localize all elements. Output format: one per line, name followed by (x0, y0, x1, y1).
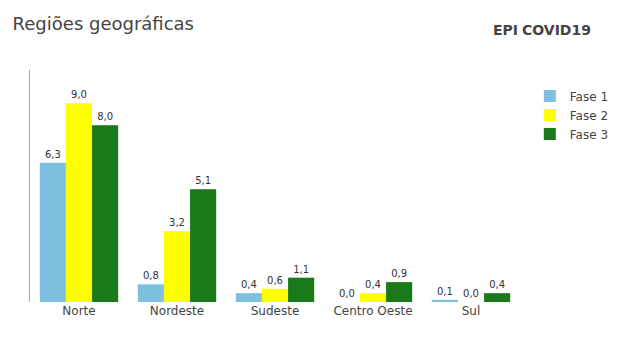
svg-text:0,8: 0,8 (143, 270, 159, 281)
svg-text:0,9: 0,9 (391, 268, 407, 279)
svg-text:COVID19: COVID19 (522, 22, 591, 38)
svg-text:1,1: 1,1 (293, 264, 309, 275)
svg-text:EPI: EPI (493, 22, 518, 38)
svg-text:Fase 3: Fase 3 (570, 128, 608, 142)
svg-text:Fase 2: Fase 2 (570, 109, 608, 123)
svg-text:Sudeste: Sudeste (251, 304, 300, 318)
svg-text:3,2: 3,2 (169, 217, 185, 228)
svg-text:0,0: 0,0 (463, 288, 479, 299)
svg-text:9,0: 9,0 (71, 89, 87, 100)
svg-text:0,0: 0,0 (339, 288, 355, 299)
svg-text:8,0: 8,0 (97, 111, 113, 122)
svg-text:Fase 1: Fase 1 (570, 90, 608, 104)
svg-text:Nordeste: Nordeste (150, 304, 204, 318)
svg-text:0,6: 0,6 (267, 275, 283, 286)
svg-text:Sul: Sul (462, 304, 481, 318)
svg-text:Centro Oeste: Centro Oeste (333, 304, 412, 318)
svg-text:Regiões geográficas: Regiões geográficas (13, 13, 194, 34)
svg-text:Norte: Norte (62, 304, 95, 318)
svg-text:0,4: 0,4 (241, 279, 257, 290)
svg-text:0,4: 0,4 (365, 279, 381, 290)
svg-text:0,1: 0,1 (437, 286, 453, 297)
svg-text:0,4: 0,4 (489, 279, 505, 290)
svg-text:5,1: 5,1 (195, 175, 211, 186)
svg-text:6,3: 6,3 (45, 149, 61, 160)
